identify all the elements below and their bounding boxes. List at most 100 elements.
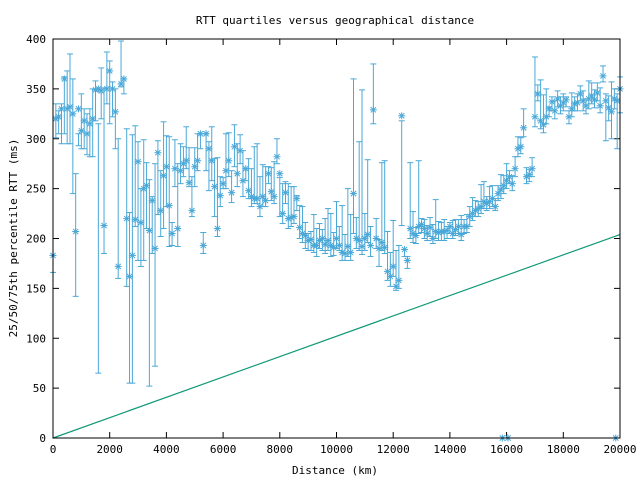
data-point: [358, 242, 366, 250]
point-stroke: [449, 230, 456, 237]
data-point: [264, 170, 272, 178]
point-stroke: [123, 215, 130, 222]
data-point: [75, 105, 83, 113]
data-point: [97, 87, 105, 95]
data-point: [145, 227, 153, 235]
point-stroke: [410, 230, 416, 237]
data-point: [607, 108, 615, 116]
data-point: [613, 97, 621, 105]
data-point: [100, 222, 108, 230]
point-stroke: [67, 103, 73, 110]
point-stroke: [492, 203, 499, 210]
point-stroke: [446, 223, 453, 230]
data-point: [599, 72, 607, 80]
data-point: [276, 170, 284, 178]
data-point: [443, 227, 451, 235]
data-point: [372, 235, 380, 242]
data-point: [242, 165, 250, 173]
data-point: [296, 224, 304, 232]
x-tick-label: 12000: [377, 443, 410, 456]
point-stroke: [163, 163, 170, 170]
point-stroke: [231, 143, 238, 150]
point-stroke: [259, 193, 266, 200]
data-point: [511, 165, 519, 173]
point-stroke: [103, 85, 110, 92]
x-tick-label: 18000: [547, 443, 580, 456]
point-stroke: [69, 110, 76, 117]
point-stroke: [597, 102, 604, 109]
error-bar: [228, 170, 235, 204]
point-stroke: [500, 182, 507, 189]
data-point: [185, 179, 193, 187]
y-tick-label: 400: [26, 33, 46, 46]
data-point: [160, 172, 168, 180]
y-tick-label: 250: [26, 183, 46, 196]
data-point: [384, 267, 392, 275]
point-stroke: [588, 92, 595, 99]
point-stroke: [546, 105, 553, 112]
data-point: [230, 143, 238, 151]
point-stroke: [370, 106, 377, 113]
data-point: [281, 189, 289, 197]
error-bar: [316, 223, 323, 249]
point-stroke: [101, 222, 107, 229]
point-stroke: [205, 145, 212, 152]
point-stroke: [211, 183, 218, 190]
point-stroke: [183, 157, 190, 164]
point-stroke: [319, 235, 326, 242]
data-point: [131, 216, 139, 224]
y-tick-label: 150: [26, 282, 46, 295]
point-stroke: [373, 235, 380, 242]
point-stroke: [217, 192, 224, 199]
data-point: [324, 236, 332, 244]
error-bar: [152, 163, 159, 367]
point-stroke: [614, 97, 621, 104]
error-bar: [217, 176, 224, 208]
point-stroke: [129, 252, 136, 259]
data-point: [188, 207, 196, 215]
error-bar: [115, 138, 122, 279]
data-point: [128, 251, 136, 259]
data-point: [355, 236, 363, 244]
point-stroke: [152, 245, 159, 252]
point-stroke: [600, 72, 606, 79]
error-bar: [367, 226, 374, 257]
data-point: [83, 130, 91, 138]
data-point: [389, 262, 397, 270]
data-point: [307, 235, 315, 243]
point-stroke: [157, 207, 164, 214]
point-stroke: [84, 130, 90, 137]
point-stroke: [200, 242, 207, 249]
point-stroke: [531, 113, 538, 120]
point-stroke: [112, 108, 119, 115]
data-point: [143, 182, 151, 190]
data-point: [106, 67, 114, 75]
error-bar: [359, 89, 366, 255]
data-point: [344, 242, 352, 250]
data-point: [582, 102, 590, 110]
error-bar: [415, 160, 422, 235]
data-point: [562, 96, 570, 104]
data-point: [520, 124, 528, 132]
point-stroke: [296, 224, 303, 231]
data-point: [381, 243, 389, 251]
error-bar: [251, 146, 258, 205]
data-point: [117, 80, 125, 88]
x-tick-label: 16000: [490, 443, 523, 456]
point-stroke: [608, 108, 615, 115]
x-tick-label: 2000: [96, 443, 123, 456]
point-stroke: [458, 231, 465, 238]
data-point: [262, 197, 270, 205]
data-point: [174, 225, 182, 233]
data-point: [528, 165, 536, 173]
error-bar: [322, 218, 329, 254]
error-bar: [174, 163, 181, 247]
point-stroke: [611, 95, 618, 102]
error-bar: [137, 188, 144, 267]
data-point: [590, 96, 598, 104]
error-bar: [143, 162, 150, 230]
data-point: [245, 187, 253, 195]
data-point: [347, 248, 355, 256]
error-bar: [140, 139, 147, 261]
point-stroke: [225, 157, 232, 164]
